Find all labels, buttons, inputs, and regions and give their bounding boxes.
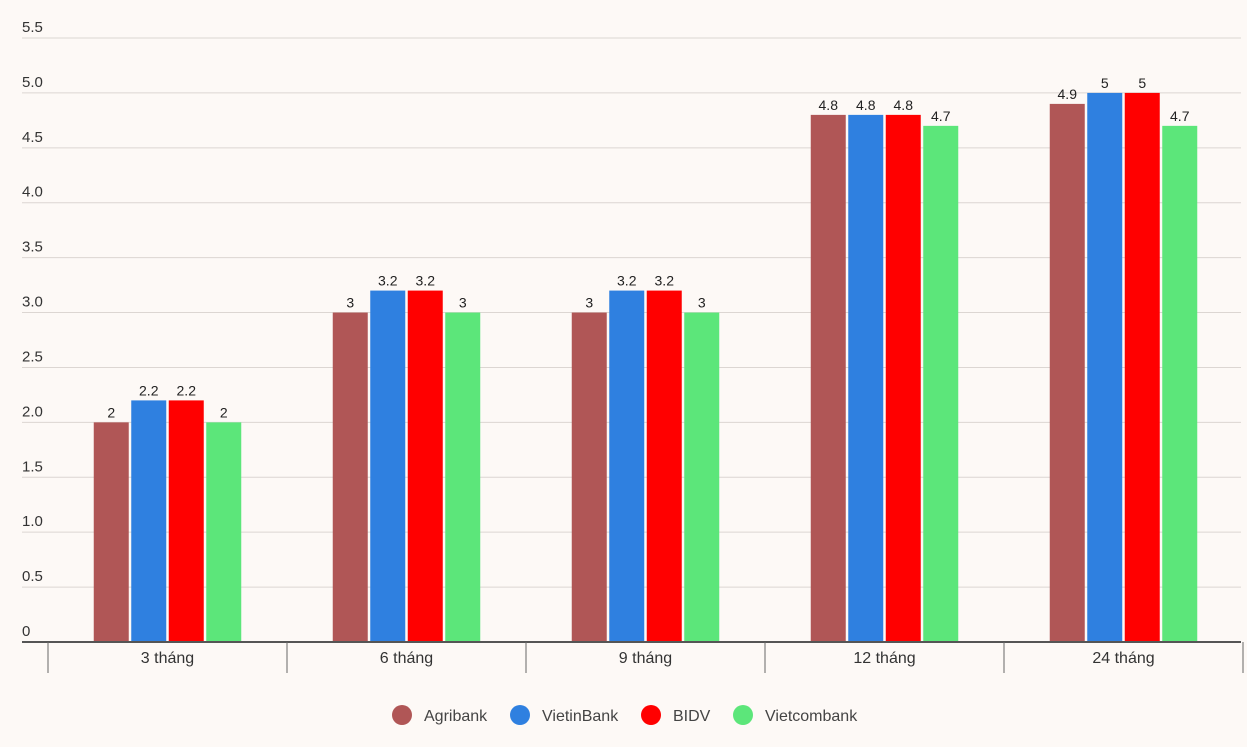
y-tick-label: 1.5: [22, 458, 43, 475]
data-label: 4.7: [931, 108, 951, 124]
data-label: 3.2: [416, 273, 436, 289]
bar: [168, 400, 204, 642]
data-label: 3: [346, 295, 354, 311]
bar: [370, 290, 406, 642]
y-tick-label: 3.0: [22, 294, 43, 311]
data-label: 3: [698, 295, 706, 311]
y-tick-label: 3.5: [22, 239, 43, 256]
legend-label: Vietcombank: [765, 708, 858, 725]
y-tick-label: 1.0: [22, 513, 43, 530]
y-tick-label: 5.0: [22, 74, 43, 91]
y-tick-label: 0.5: [22, 568, 43, 585]
bar: [609, 290, 645, 642]
data-label: 5: [1138, 75, 1146, 91]
legend-label: Agribank: [424, 708, 488, 725]
data-label: 5: [1101, 75, 1109, 91]
bar: [646, 290, 682, 642]
data-label: 3: [459, 295, 467, 311]
data-label: 3: [585, 295, 593, 311]
y-tick-label: 0: [22, 623, 30, 640]
data-label: 4.7: [1170, 108, 1190, 124]
bar: [1087, 92, 1123, 643]
bar: [131, 400, 167, 642]
data-label: 2: [107, 404, 115, 420]
legend-label: BIDV: [673, 708, 711, 725]
data-label: 2.2: [177, 382, 197, 398]
legend-label: VietinBank: [542, 708, 619, 725]
y-tick-label: 5.5: [22, 19, 43, 36]
legend-marker: [510, 705, 530, 725]
bar: [206, 422, 242, 642]
bar: [885, 114, 921, 642]
bar: [332, 312, 368, 642]
bar: [1049, 103, 1085, 642]
data-label: 2: [220, 404, 228, 420]
y-tick-label: 4.0: [22, 184, 43, 201]
data-label: 4.9: [1058, 86, 1078, 102]
legend-marker: [641, 705, 661, 725]
bar: [684, 312, 720, 642]
data-label: 3.2: [378, 273, 398, 289]
data-label: 4.8: [856, 97, 876, 113]
bar: [445, 312, 481, 642]
bar: [810, 114, 846, 642]
bar: [848, 114, 884, 642]
bar: [93, 422, 129, 642]
x-tick-label: 12 tháng: [853, 650, 915, 667]
data-label: 2.2: [139, 382, 159, 398]
y-tick-label: 2.0: [22, 403, 43, 420]
data-label: 4.8: [894, 97, 914, 113]
bar: [571, 312, 607, 642]
data-label: 4.8: [819, 97, 839, 113]
y-tick-label: 4.5: [22, 129, 43, 146]
legend-marker: [392, 705, 412, 725]
data-label: 3.2: [655, 273, 675, 289]
x-tick-label: 3 tháng: [141, 650, 194, 667]
x-tick-label: 24 tháng: [1092, 650, 1154, 667]
bar: [923, 125, 959, 642]
data-label: 3.2: [617, 273, 637, 289]
bar: [407, 290, 443, 642]
x-tick-label: 6 tháng: [380, 650, 433, 667]
bar: [1124, 92, 1160, 643]
legend-marker: [733, 705, 753, 725]
y-tick-label: 2.5: [22, 348, 43, 365]
bar: [1162, 125, 1198, 642]
x-tick-label: 9 tháng: [619, 650, 672, 667]
